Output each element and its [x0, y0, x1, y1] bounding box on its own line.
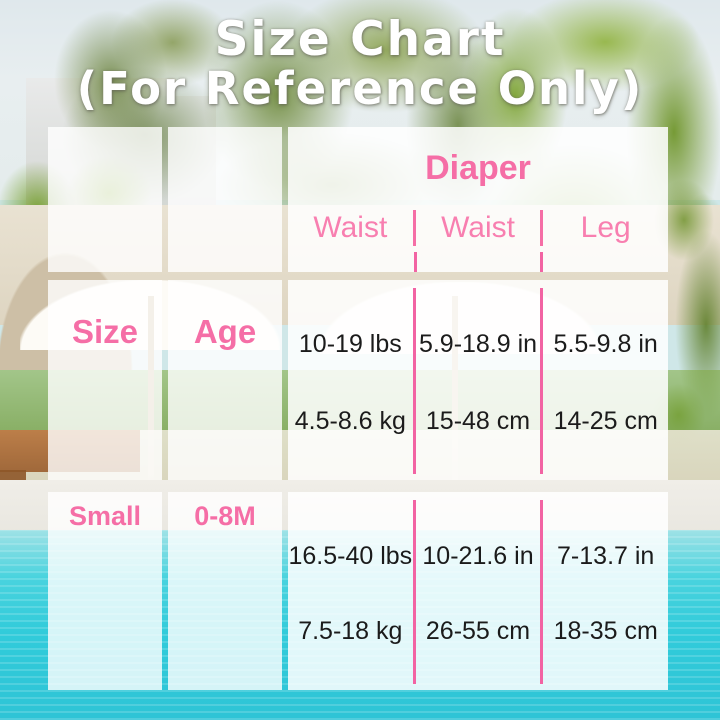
header-age: Age [193, 313, 257, 350]
overlay-large-values [288, 492, 668, 690]
small-row-divider-2 [540, 288, 544, 474]
subheader-leg: Leg [580, 211, 631, 244]
small-leg-metric: 14-25 cm [553, 407, 658, 435]
overlay-small-size [48, 280, 162, 480]
row-large-age-label: 8M-3T [168, 716, 282, 720]
small-waist-2-imperial: 5.9-18.9 in [418, 330, 538, 358]
row-large-size-label: Large [48, 716, 162, 720]
row-small-values: 10-19 lbs 4.5-8.6 kg 5.9-18.9 in 15-48 c… [288, 280, 668, 480]
row-small-size-label: Small [68, 501, 142, 531]
small-waist-2-metric: 15-48 cm [425, 407, 531, 435]
subheader-waist-2: Waist [441, 211, 515, 244]
small-row-divider-1 [412, 288, 416, 474]
large-waist-2-metric: 26-55 cm [425, 617, 531, 645]
overlay-age-header [168, 127, 282, 272]
overlay-small-age [168, 280, 282, 480]
small-leg-imperial: 5.5-9.8 in [553, 330, 658, 358]
overlay-small-values [288, 280, 668, 480]
large-row-divider-2 [540, 500, 544, 684]
subheader-divider-1 [412, 210, 416, 246]
small-waist-1-column: 10-19 lbs 4.5-8.6 kg [288, 280, 413, 480]
small-leg-column: 5.5-9.8 in 14-25 cm [543, 280, 668, 480]
large-row-divider-1 [412, 500, 416, 684]
large-leg-metric: 18-35 cm [553, 617, 658, 645]
large-leg-imperial: 7-13.7 in [557, 542, 655, 570]
overlay-size-header [48, 127, 162, 272]
subheader-divider-2 [540, 210, 544, 246]
large-waist-2-imperial: 10-21.6 in [422, 542, 534, 570]
header-tick-2 [540, 252, 543, 272]
table-content: Size Age Diaper Waist Waist Leg Small 0-… [48, 127, 668, 720]
overlay-large-age [168, 492, 282, 690]
overlay-large-size [48, 492, 162, 690]
overlay-diaper-header [288, 127, 668, 272]
header-size: Size [71, 313, 139, 350]
header-tick-1 [414, 252, 417, 272]
row-small-age-label: 0-8M [194, 501, 256, 531]
header-diaper: Diaper [425, 149, 531, 187]
subheader-waist-1: Waist [313, 211, 388, 244]
row-large-values: 16.5-40 lbs 7.5-18 kg 10-21.6 in 26-55 c… [288, 492, 668, 690]
size-table-panel: Size Age Diaper Waist Waist Leg Small 0-… [48, 127, 668, 720]
table-overlay-grid [48, 127, 668, 690]
small-waist-1-imperial: 10-19 lbs [298, 330, 402, 358]
small-waist-1-metric: 4.5-8.6 kg [294, 407, 406, 435]
subheader-row: Waist Waist Leg [288, 205, 668, 251]
large-waist-1-imperial: 16.5-40 lbs [288, 542, 413, 570]
large-waist-2-column: 10-21.6 in 26-55 cm [416, 492, 541, 690]
large-waist-1-column: 16.5-40 lbs 7.5-18 kg [288, 492, 413, 690]
large-waist-1-metric: 7.5-18 kg [298, 617, 403, 645]
small-waist-2-column: 5.9-18.9 in 15-48 cm [416, 280, 541, 480]
large-leg-column: 7-13.7 in 18-35 cm [543, 492, 668, 690]
